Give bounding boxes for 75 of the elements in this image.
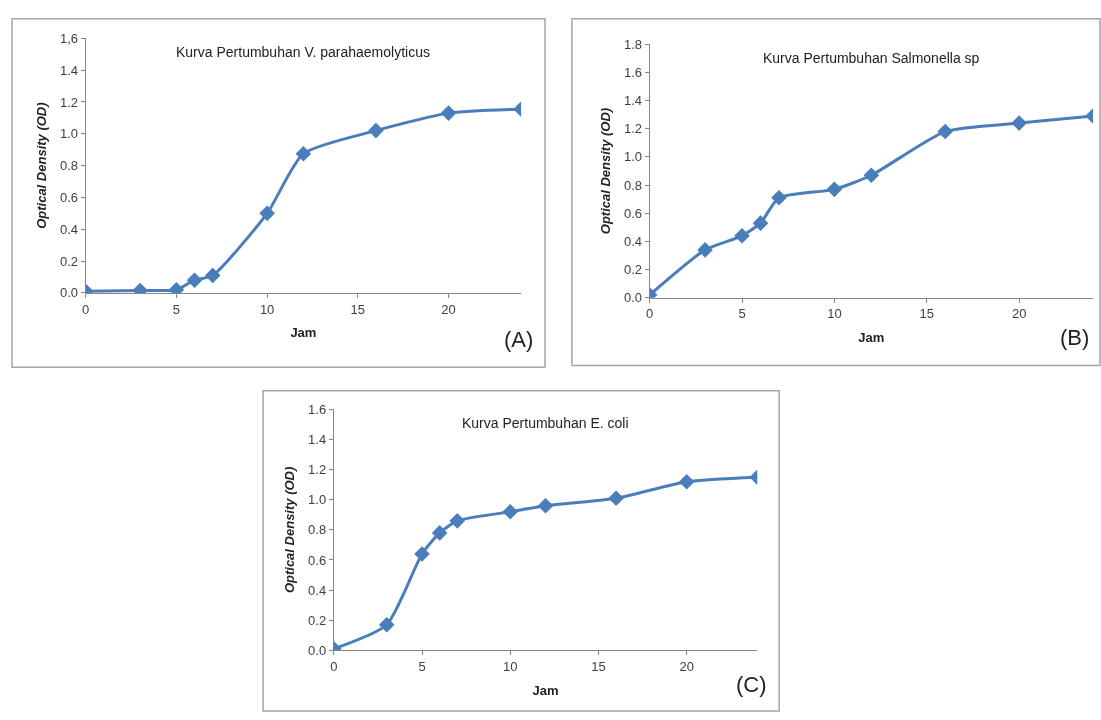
text: (B) xyxy=(1060,325,1090,350)
y-tick-label: 0.2 xyxy=(308,612,327,628)
point xyxy=(771,189,787,206)
y-tick-label: 1.0 xyxy=(623,149,643,165)
y-tick-label: 1.6 xyxy=(308,401,327,417)
x-tick-label: 10 xyxy=(503,658,518,674)
y-tick-label: 0.6 xyxy=(623,205,643,221)
y-tick-label: 0.4 xyxy=(308,582,327,598)
y-tick-label: 1.0 xyxy=(308,492,327,508)
x-tick-label: 5 xyxy=(418,658,426,674)
x-tick-label: 5 xyxy=(172,301,181,317)
chart-title: Kurva Pertumbuhan Salmonella sp xyxy=(763,50,980,66)
y-tick-label: 1.4 xyxy=(308,432,327,448)
y-tick-label: 0.8 xyxy=(623,177,643,193)
x-tick-label: 20 xyxy=(679,658,694,674)
chart-title: Kurva Pertumbuhan E. coli xyxy=(462,415,629,431)
point xyxy=(826,181,843,198)
y-axis-title: Optical Density (OD) xyxy=(33,102,49,229)
y-tick-label: 0.0 xyxy=(623,290,643,306)
x-tick-label: 20 xyxy=(1011,306,1027,322)
y-tick-label: 1.8 xyxy=(623,36,643,52)
point xyxy=(431,525,448,541)
y-tick-label: 1.6 xyxy=(623,64,643,80)
point xyxy=(502,504,519,520)
point xyxy=(259,205,275,222)
x-tick-label: 15 xyxy=(591,658,606,674)
text: (C) xyxy=(736,672,767,697)
point xyxy=(678,473,695,490)
y-tick-label: 0.4 xyxy=(623,234,643,250)
point xyxy=(449,513,466,529)
x-axis-title: Jam xyxy=(532,682,559,698)
point xyxy=(1011,115,1027,131)
y-tick-label: 0.8 xyxy=(308,522,327,538)
x-tick-label: 10 xyxy=(827,306,842,322)
x-tick-label: 0 xyxy=(646,306,654,322)
x-tick-label: 0 xyxy=(82,301,90,317)
point xyxy=(414,546,430,562)
point xyxy=(697,242,713,258)
y-tick-label: 0.0 xyxy=(60,285,79,301)
point xyxy=(378,616,395,633)
x-tick-label: 20 xyxy=(441,301,456,317)
point xyxy=(752,215,769,231)
point xyxy=(608,490,624,507)
y-tick-label: 0.2 xyxy=(623,262,643,278)
y-tick-label: 0.2 xyxy=(60,253,79,269)
y-tick-label: 1.2 xyxy=(623,121,643,137)
text: (A) xyxy=(504,327,534,352)
x-tick-label: 15 xyxy=(919,306,934,322)
y-tick-label: 0.6 xyxy=(308,552,327,568)
y-tick-label: 0.4 xyxy=(60,221,79,237)
x-axis-title: Jam xyxy=(290,325,317,341)
point xyxy=(440,105,457,121)
point xyxy=(368,122,384,139)
y-axis-title: Optical Density (OD) xyxy=(597,107,613,235)
y-tick-label: 1,6 xyxy=(60,30,79,46)
y-axis-title: Optical Density (OD) xyxy=(282,466,298,594)
x-tick-label: 15 xyxy=(350,301,366,317)
y-tick-label: 0.6 xyxy=(60,189,79,205)
y-tick-label: 0.0 xyxy=(308,642,327,658)
chart-title: Kurva Pertumbuhan V. parahaemolyticus xyxy=(176,44,430,60)
y-tick-label: 1.2 xyxy=(60,94,79,110)
y-tick-label: 1.2 xyxy=(308,462,327,478)
x-tick-label: 5 xyxy=(738,306,746,322)
point xyxy=(734,228,750,244)
point xyxy=(863,167,880,184)
y-tick-label: 1.0 xyxy=(60,126,79,142)
x-axis-title: Jam xyxy=(858,330,885,346)
y-tick-label: 0.8 xyxy=(60,158,79,174)
x-tick-label: 0 xyxy=(330,658,338,674)
y-tick-label: 1.4 xyxy=(623,93,643,109)
point xyxy=(295,145,312,162)
point xyxy=(937,123,954,140)
point xyxy=(537,497,554,514)
y-tick-label: 1.4 xyxy=(60,62,79,78)
x-tick-label: 10 xyxy=(259,301,275,317)
